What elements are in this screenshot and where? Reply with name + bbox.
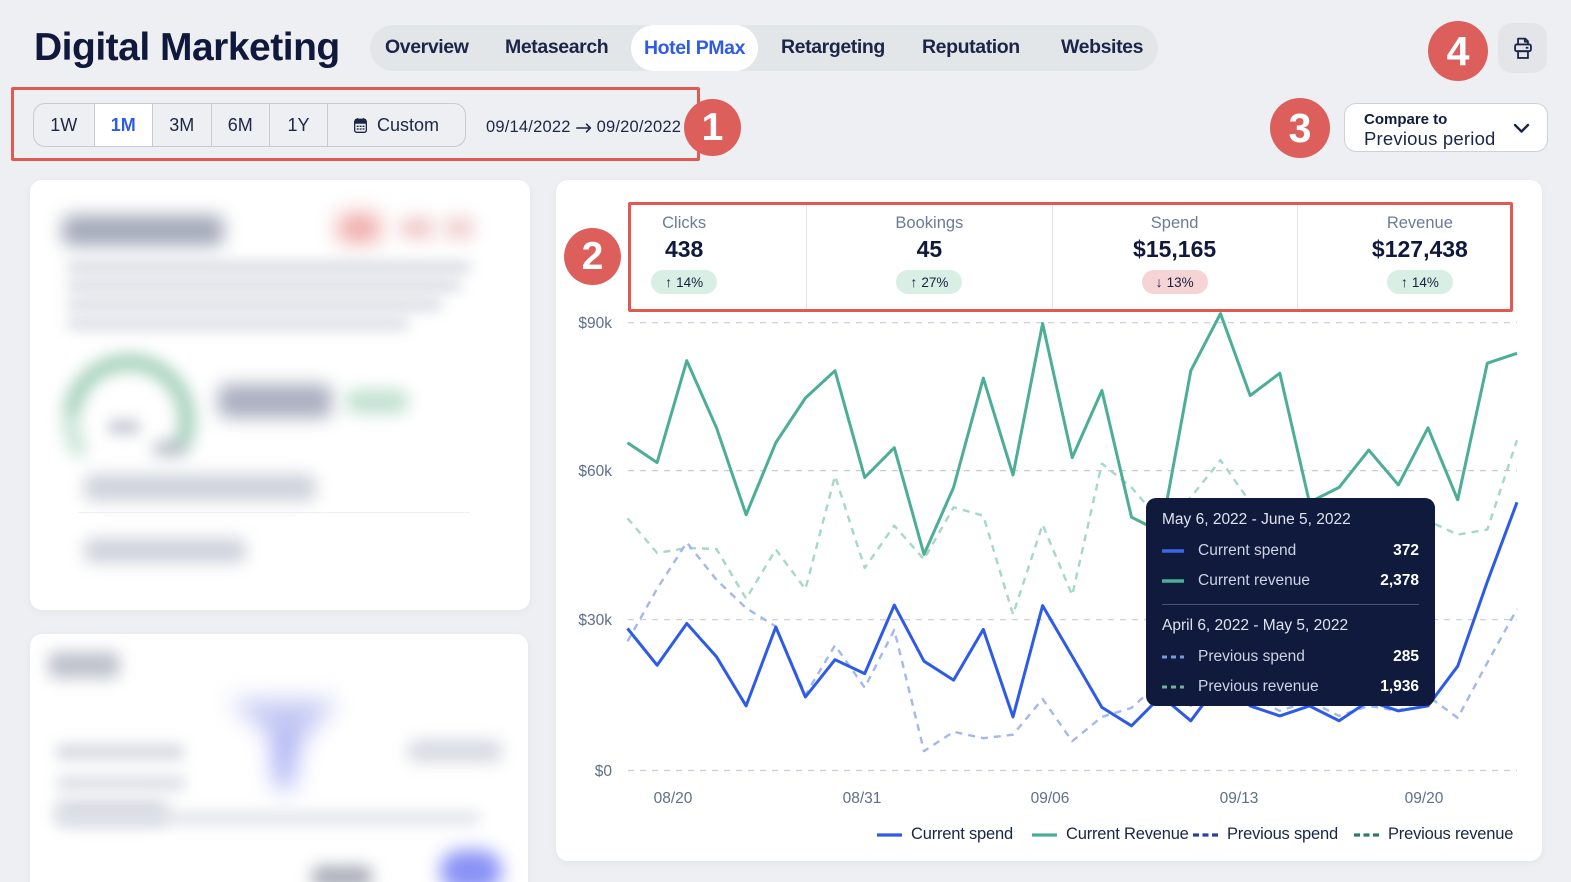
svg-text:08/31: 08/31 bbox=[843, 790, 882, 807]
svg-text:09/06: 09/06 bbox=[1031, 790, 1070, 807]
svg-text:09/13: 09/13 bbox=[1220, 790, 1259, 807]
svg-text:$30k: $30k bbox=[578, 612, 612, 629]
svg-text:08/20: 08/20 bbox=[654, 790, 693, 807]
svg-text:$60k: $60k bbox=[578, 463, 612, 480]
svg-text:$0: $0 bbox=[595, 763, 613, 780]
svg-text:$90k: $90k bbox=[578, 315, 612, 332]
svg-text:09/20: 09/20 bbox=[1405, 790, 1444, 807]
